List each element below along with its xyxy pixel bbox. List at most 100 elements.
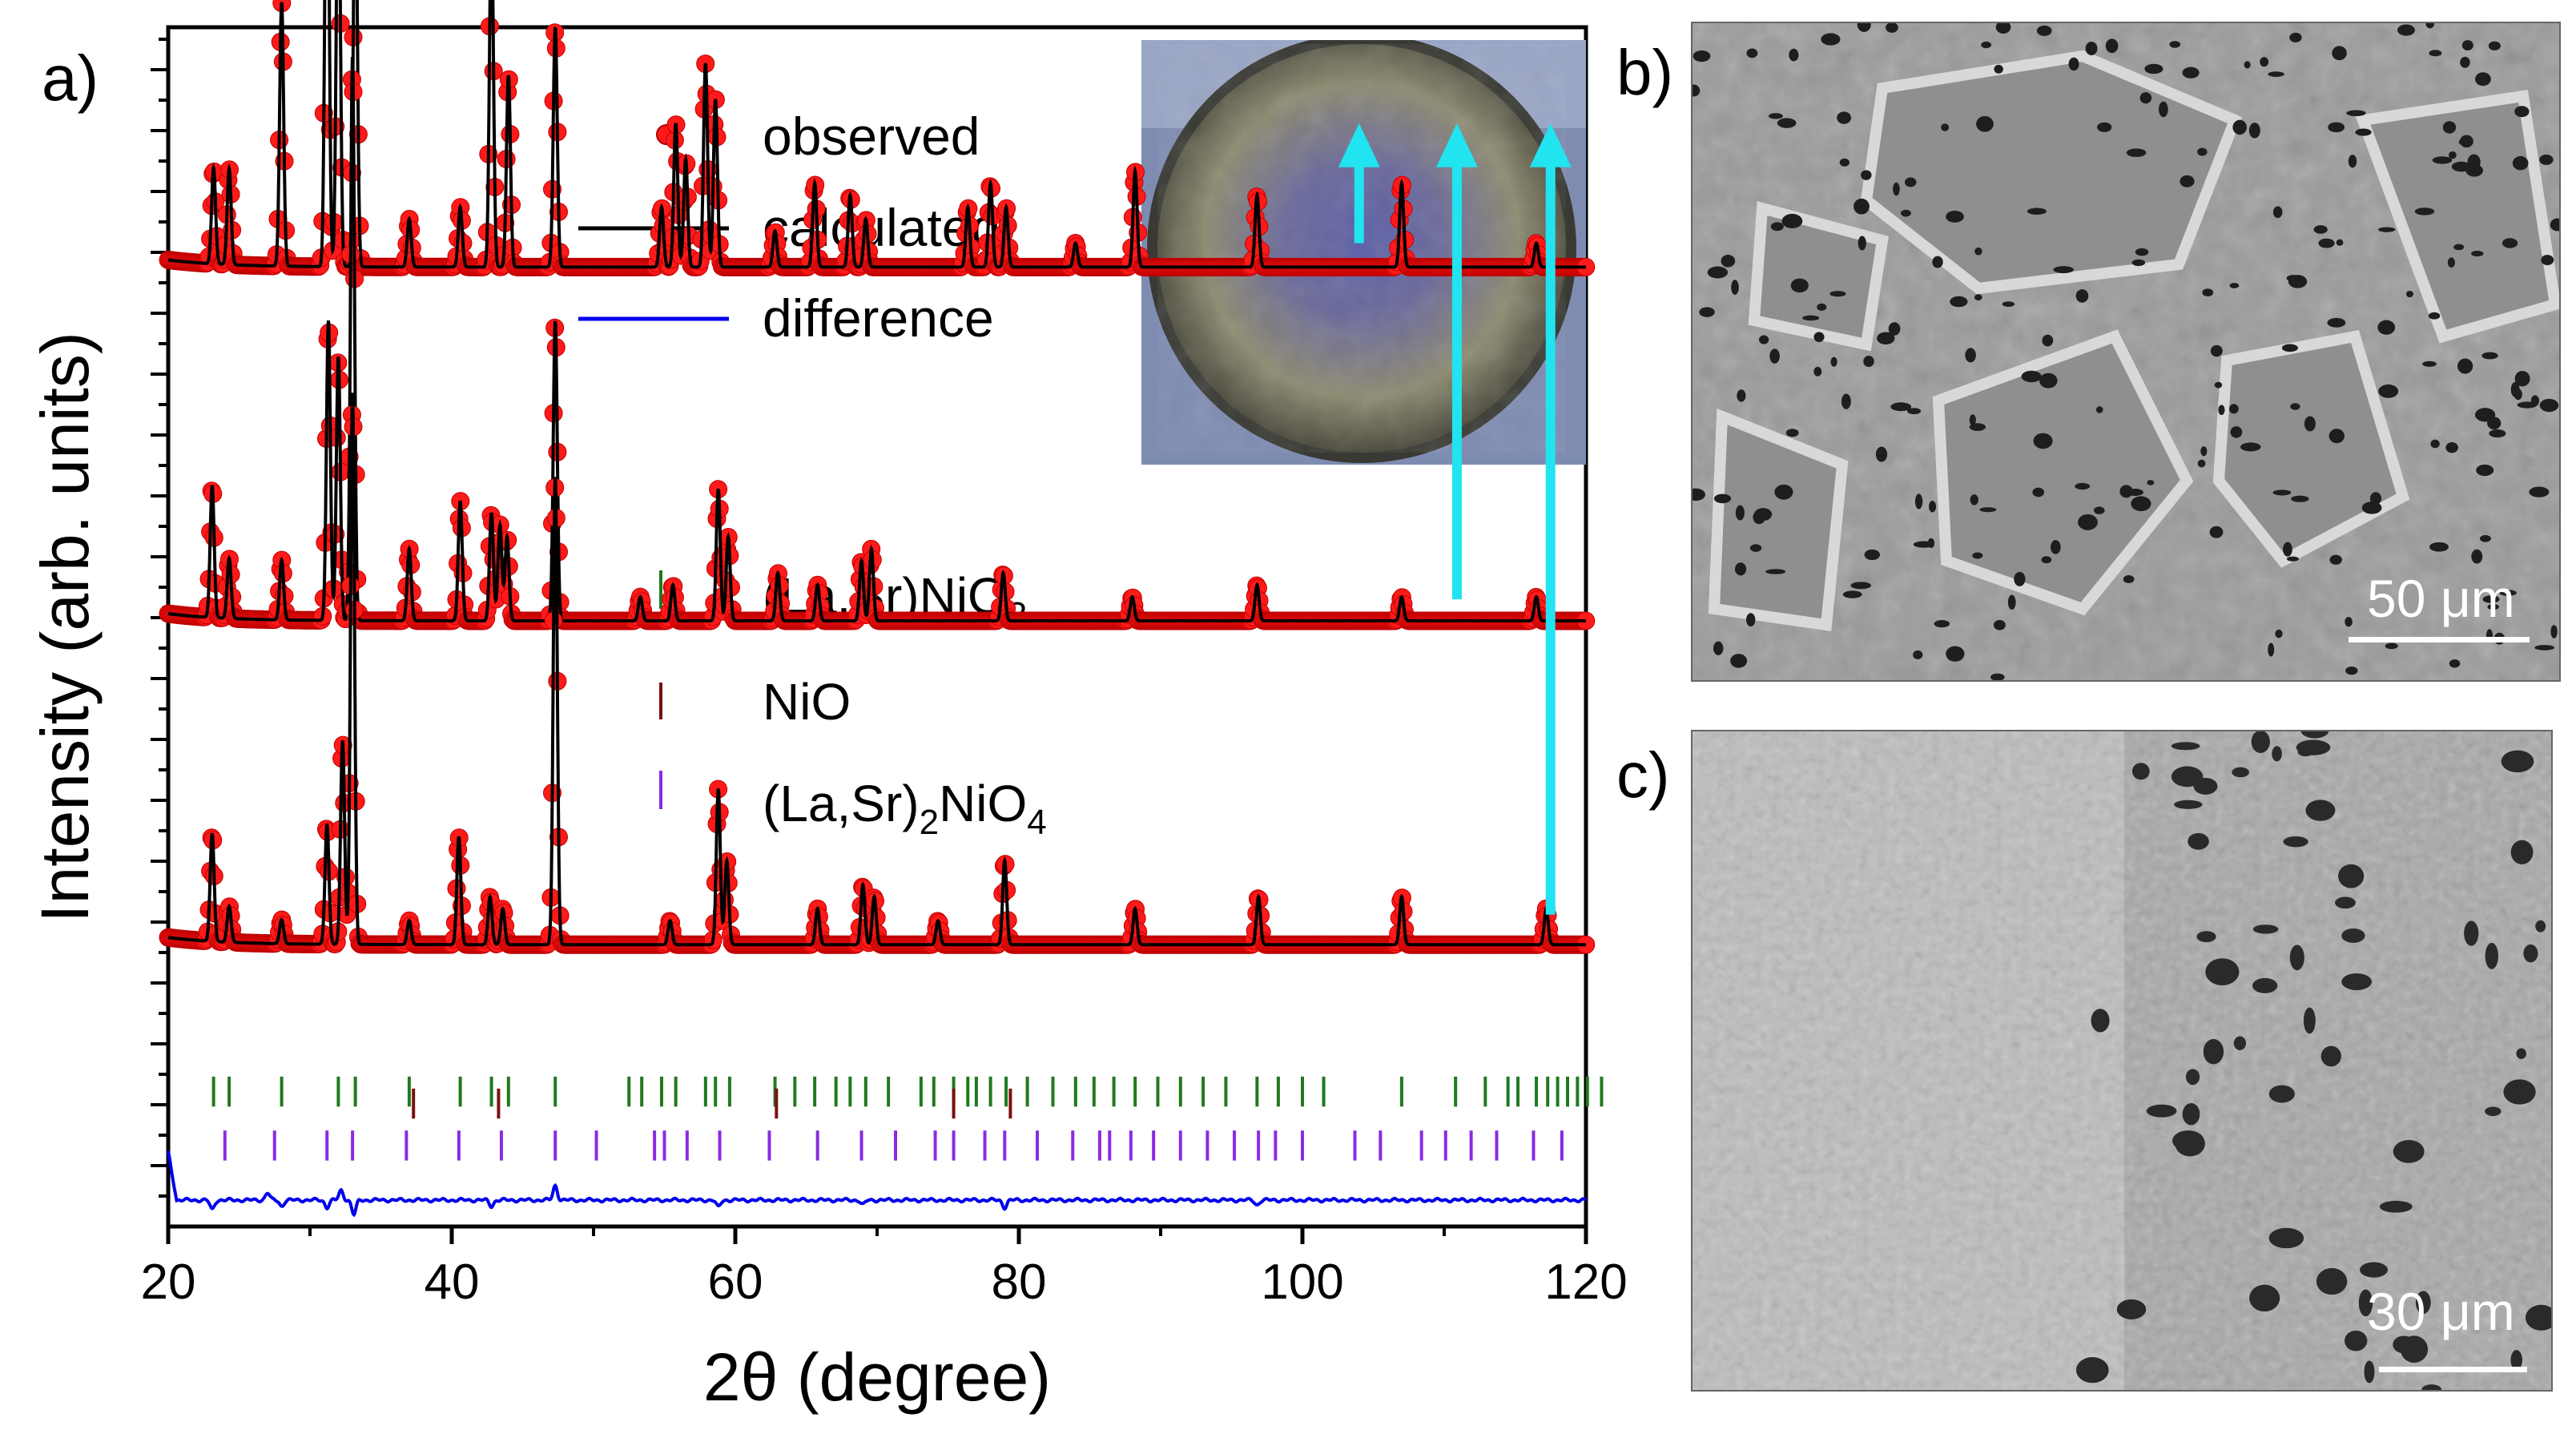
pore [2393,1139,2425,1163]
panel-a-label: a) [42,42,99,114]
pore [2032,487,2045,497]
pore [2014,571,2026,586]
pore [2327,317,2346,328]
pore [1886,22,1898,33]
pore [2378,227,2396,232]
pore [2205,958,2240,986]
pore [2131,496,2151,512]
x-tick-label: 60 [708,1255,763,1310]
calculated-series-bottom [167,393,1586,947]
pore [2251,731,2270,753]
pore [2169,41,2181,48]
pore [1969,423,1986,431]
pore [2272,206,2283,219]
pore [2471,549,2483,564]
pore [2379,1200,2413,1213]
pore [2430,439,2440,449]
pore [1839,158,1849,167]
pore [1946,211,1964,223]
pore [2007,594,2016,610]
pore [1863,356,1874,368]
pore [2336,239,2344,246]
pore [2051,540,2061,554]
pore [2304,416,2316,432]
pore [1699,307,1715,317]
pore [2467,154,2481,170]
y-axis-ticks [151,38,168,1198]
pore [1802,315,1820,321]
pore [2341,973,2373,990]
pore [1837,111,1851,124]
pore [1746,48,1758,58]
pore [2414,207,2435,215]
scale-bar-c: 30 μm [2367,1282,2515,1341]
pore [2286,556,2299,562]
pore [1854,198,1870,215]
pore [2197,459,2206,468]
pore [2429,542,2449,552]
pore [2275,629,2283,638]
pore [1746,613,1756,627]
sem-image-b: 50 μm [1692,22,2560,681]
x-tick-label: 40 [425,1255,480,1310]
pore [2131,259,2146,267]
pore [2338,864,2365,888]
pore [2449,151,2457,159]
pore [2123,574,2135,583]
pore [1707,266,1729,279]
pore [2320,1045,2341,1067]
pore [1927,538,1935,549]
pore [2135,248,2149,256]
pore [2021,370,2042,383]
pore [2095,406,2103,413]
pore [2523,944,2538,963]
pore [2232,767,2250,778]
pore [2174,800,2203,809]
pore [2171,742,2200,751]
pore [2182,66,2200,79]
pore [2485,942,2498,969]
pore [2512,155,2529,171]
pore [2341,928,2365,943]
pore [2268,1227,2304,1249]
pore [1692,488,1706,501]
pore [1785,429,1799,437]
pore [1875,446,1888,462]
pore [1946,646,1965,662]
pore [2345,616,2353,627]
pore [2316,1267,2348,1295]
pore [2033,433,2053,449]
pore [2289,32,2302,42]
pore [1770,222,1784,232]
pore [2232,119,2247,135]
pore [2345,666,2358,675]
x-tick-label: 100 [1261,1255,1343,1310]
pore [2355,128,2372,136]
legend-observed-label: observed [763,107,980,166]
pore [1774,484,1793,500]
pore [2105,38,2119,54]
pore [1829,291,1846,297]
pore [1970,494,1978,506]
panel-c: c) 30 μm [1616,730,2553,1392]
pore [2425,22,2434,29]
x-tick-label: 120 [1544,1255,1627,1310]
pore [2068,57,2079,71]
legend-difference-label: difference [763,288,994,348]
pore [2305,800,2336,821]
pore [2539,398,2559,413]
pore [1693,50,1711,62]
pore [2449,659,2461,668]
pore [2075,289,2089,303]
sem-image-c: 30 μm [1692,731,2552,1391]
pore [2240,442,2261,452]
pore [2328,122,2345,133]
pore [2461,40,2473,50]
calculated-series-top [167,0,1586,269]
pore [2514,370,2530,387]
pore [2516,1048,2526,1059]
pore [1976,115,1994,132]
pore [2348,155,2357,168]
x-tick-label: 80 [992,1255,1047,1310]
pore [2346,110,2366,116]
